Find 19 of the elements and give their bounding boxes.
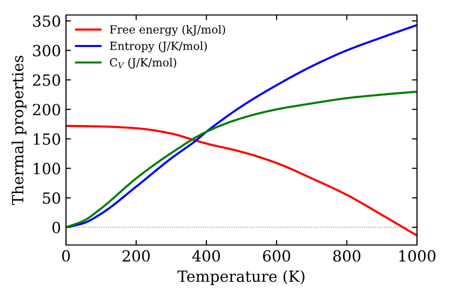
x-tick-label: 800 xyxy=(333,250,360,262)
x-tick-label: 0 xyxy=(62,250,70,262)
y-tick-label: 250 xyxy=(33,74,60,86)
legend-label: Free energy (kJ/mol) xyxy=(110,25,226,36)
y-tick-label: 100 xyxy=(34,162,60,174)
legend-label: Entropy (J/K/mol) xyxy=(110,41,207,52)
x-tick-label: 600 xyxy=(263,250,290,262)
y-tick-label: 150 xyxy=(34,133,60,145)
x-axis-title: Temperature (K) xyxy=(178,270,304,285)
y-tick-label: 200 xyxy=(33,104,60,116)
y-tick-label: 0 xyxy=(52,222,60,234)
x-tick-label: 200 xyxy=(122,250,150,262)
legend-label: C$_{V}$ (J/K/mol) xyxy=(110,58,176,69)
x-tick-label: 400 xyxy=(192,250,220,262)
y-tick-label: 50 xyxy=(42,192,60,204)
x-tick-label: 1000 xyxy=(399,250,436,262)
y-tick-label: 350 xyxy=(33,15,60,27)
y-axis-title: Thermal properties xyxy=(12,56,26,205)
y-tick-label: 300 xyxy=(33,44,60,56)
